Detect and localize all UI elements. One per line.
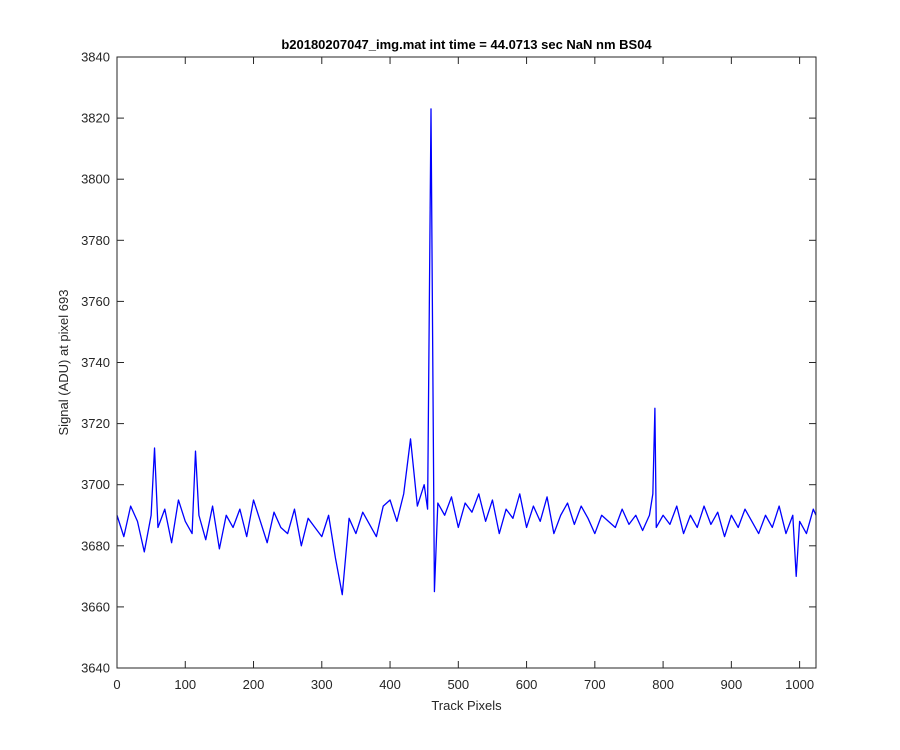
- x-tick-label: 500: [447, 677, 469, 692]
- y-axis-label: Signal (ADU) at pixel 693: [56, 290, 71, 436]
- x-tick-label: 1000: [785, 677, 814, 692]
- x-tick-label: 400: [379, 677, 401, 692]
- plot-frame: [116, 56, 817, 669]
- y-tick-label: 3820: [81, 111, 110, 126]
- chart-title: b20180207047_img.mat int time = 44.0713 …: [281, 37, 652, 52]
- x-tick-label: 200: [243, 677, 265, 692]
- x-tick-label: 300: [311, 677, 333, 692]
- y-tick-label: 3640: [81, 661, 110, 676]
- y-tick-label: 3800: [81, 172, 110, 187]
- plot-area: [117, 57, 816, 668]
- x-axis: 0 100 200 300 400 500 600 700 800 900 1000: [113, 57, 814, 692]
- y-tick-label: 3680: [81, 538, 110, 553]
- y-tick-label: 3660: [81, 599, 110, 614]
- x-axis-label: Track Pixels: [431, 698, 502, 713]
- y-tick-label: 3720: [81, 416, 110, 431]
- y-tick-label: 3840: [81, 50, 110, 65]
- x-tick-label: 600: [516, 677, 538, 692]
- y-tick-label: 3780: [81, 233, 110, 248]
- y-axis: 3640 3660 3680 3700 3720 3740 3760 3780 3800 3820…: [81, 50, 816, 676]
- x-tick-label: 100: [174, 677, 196, 692]
- y-tick-label: 3740: [81, 355, 110, 370]
- y-tick-label: 3760: [81, 294, 110, 309]
- x-tick-label: 800: [652, 677, 674, 692]
- y-tick-label: 3700: [81, 477, 110, 492]
- x-tick-label: 0: [113, 677, 120, 692]
- x-tick-label: 700: [584, 677, 606, 692]
- x-tick-label: 900: [721, 677, 743, 692]
- series-layer: [116, 108, 817, 596]
